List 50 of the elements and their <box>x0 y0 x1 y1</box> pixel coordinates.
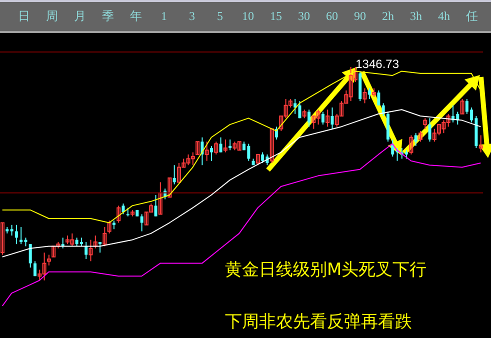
candlestick <box>172 164 176 185</box>
candlestick <box>256 154 260 166</box>
annotation: 黄金日线级别M头死叉下行 <box>225 259 427 281</box>
candlestick <box>362 88 367 104</box>
candlestick <box>116 205 121 224</box>
candlestick <box>330 106 334 130</box>
candlestick <box>204 141 209 162</box>
candlestick <box>210 145 213 162</box>
candlestick <box>460 98 464 114</box>
candlestick <box>270 128 274 164</box>
candlestick <box>10 224 14 236</box>
candlestick <box>261 152 264 164</box>
candlestick <box>294 98 297 114</box>
candlestick <box>214 141 218 155</box>
candlestick <box>84 241 88 260</box>
text: 日 周 月 季 年 1 3 5 10 15 30 60 90 2h 3h 4h 任 <box>18 9 478 23</box>
candlestick <box>0 222 4 256</box>
candlestick <box>34 260 37 277</box>
candlestick <box>93 235 98 249</box>
candlestick <box>20 226 23 245</box>
candlestick <box>223 139 228 153</box>
candlestick <box>418 130 422 142</box>
candlestick <box>368 88 371 100</box>
candlestick <box>326 109 330 128</box>
candlestick <box>102 226 107 247</box>
candlestick <box>377 90 380 106</box>
candlestick <box>478 134 483 153</box>
candlestick <box>28 244 32 268</box>
candlestick <box>423 118 428 130</box>
candlestick <box>154 194 158 217</box>
candlestick <box>168 177 172 198</box>
candlestick <box>190 152 195 166</box>
text: 下周非农先看反弹再看跌 <box>225 311 412 333</box>
candlestick <box>158 182 162 215</box>
candlestick <box>428 118 432 142</box>
candlestick <box>409 134 414 155</box>
candlestick <box>321 111 324 126</box>
candlestick <box>219 136 222 153</box>
candlestick <box>122 203 125 215</box>
candlestick <box>414 132 418 146</box>
annotation: 1346.73 <box>356 56 400 71</box>
candlestick <box>140 214 144 232</box>
candlestick <box>196 141 200 155</box>
candlestick <box>14 224 18 245</box>
candlestick <box>88 239 93 262</box>
candlestick <box>308 109 311 128</box>
candlestick <box>228 139 232 151</box>
candlestick <box>107 220 112 234</box>
candlestick <box>46 254 51 266</box>
candlestick <box>52 246 56 258</box>
